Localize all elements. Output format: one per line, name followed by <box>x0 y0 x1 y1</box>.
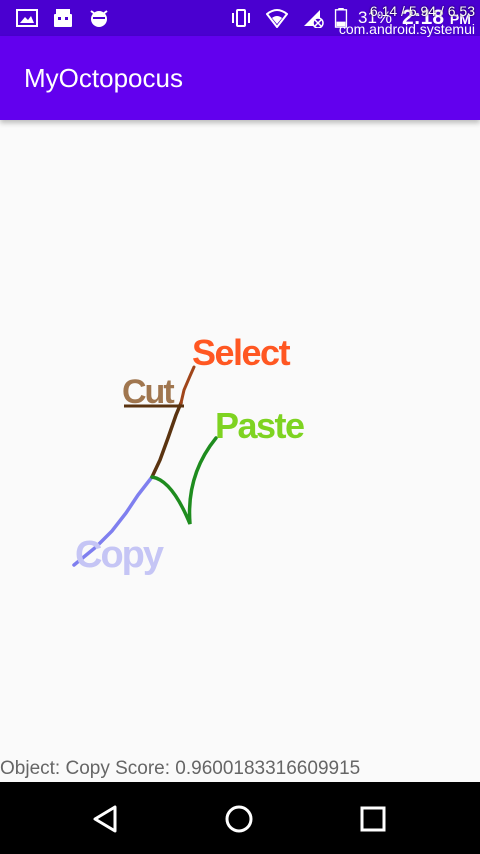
no-sim-icon <box>304 10 324 28</box>
battery-icon <box>334 8 348 28</box>
label-select: Select <box>192 332 291 373</box>
battery-percentage: 31% <box>358 8 393 27</box>
vibrate-icon <box>232 9 250 27</box>
label-cut: Cut <box>122 373 174 411</box>
home-icon[interactable] <box>222 802 256 836</box>
select-gesture-path <box>179 365 196 405</box>
recognition-result: Object: Copy Score: 0.9600183316609915 <box>0 758 361 779</box>
clock-time: 2:18 <box>402 6 445 29</box>
label-copy: Copy <box>75 534 164 576</box>
image-icon <box>16 9 38 27</box>
label-paste: Paste <box>215 405 304 446</box>
perf-overlay: 6.14 / 5.94 / 6.53 <box>369 3 475 19</box>
wifi-icon <box>266 9 288 28</box>
back-icon[interactable] <box>89 802 123 836</box>
gesture-canvas[interactable]: Select Cut Paste Copy <box>0 120 480 760</box>
status-clock: 2:18 PM <box>402 6 471 30</box>
recents-icon[interactable] <box>356 802 390 836</box>
package-overlay: com.android.systemui <box>338 21 475 37</box>
nav-bar <box>0 782 480 854</box>
paste-gesture-path <box>150 436 218 525</box>
status-bar: 31% 2:18 PM <box>0 0 480 36</box>
app-title: MyOctopocus <box>24 63 183 93</box>
clock-ampm: PM <box>449 11 471 27</box>
app-bar: MyOctopocus <box>0 36 480 120</box>
android-debug-icon <box>90 10 108 27</box>
cut-gesture-path <box>150 401 183 479</box>
android-robot-icon <box>54 9 72 27</box>
copy-gesture-path <box>72 475 154 567</box>
